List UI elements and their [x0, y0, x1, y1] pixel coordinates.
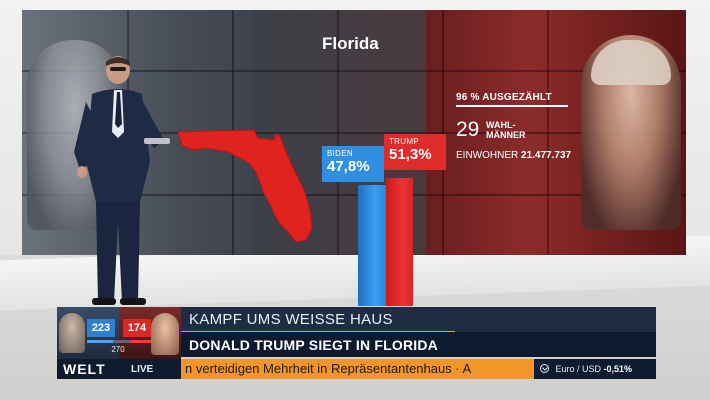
electors-label-line2: MÄNNER	[486, 130, 526, 140]
market-ticker: Euro / USD -0,51%	[534, 359, 656, 379]
florida-map-icon	[177, 129, 313, 243]
headline-banner: DONALD TRUMP SIEGT IN FLORIDA	[181, 332, 656, 357]
biden-electoral-votes: 223	[87, 319, 115, 337]
electors-label: WAHL- MÄNNER	[486, 120, 546, 140]
electoral-tally-panel: 223 174 270	[57, 307, 181, 359]
electoral-target: 270	[111, 345, 125, 354]
trump-electoral-votes: 174	[123, 319, 151, 337]
trump-percent: 51,3%	[389, 146, 432, 163]
population-row: EINWOHNER 21.477.737	[456, 150, 571, 161]
trend-down-icon	[540, 364, 549, 373]
wall-seam	[442, 10, 444, 255]
live-badge: LIVE	[123, 359, 181, 379]
electoral-progress-bar	[87, 340, 151, 343]
count-label: 96 % AUSGEZÄHLT	[456, 92, 552, 103]
population-value: 21.477.737	[521, 150, 572, 161]
market-value: -0,51%	[603, 364, 633, 374]
wall-seam	[22, 70, 686, 72]
biden-percent: 47,8%	[327, 158, 370, 175]
biden-progress	[87, 340, 113, 343]
count-underline	[456, 105, 568, 107]
state-title: Florida	[322, 34, 379, 53]
trump-thumbnail	[151, 313, 179, 355]
trump-name: TRUMP	[389, 137, 419, 146]
news-ticker: n verteidigen Mehrheit in Repräsentanten…	[181, 359, 534, 379]
wall-seam	[22, 132, 686, 134]
biden-thumbnail	[59, 313, 85, 353]
trump-bar	[386, 178, 413, 306]
population-label: EINWOHNER	[456, 150, 519, 161]
topic-accent-line	[181, 331, 455, 332]
channel-logo: WELT	[57, 359, 123, 379]
market-label: Euro / USD	[555, 364, 602, 374]
electors-label-line1: WAHL-	[486, 120, 516, 130]
wall-seam	[547, 10, 549, 255]
trump-progress	[131, 340, 151, 343]
biden-bar	[358, 185, 386, 306]
electors-number: 29	[456, 118, 480, 141]
topic-banner: KAMPF UMS WEISSE HAUS	[181, 307, 656, 332]
biden-result-box: BIDEN 47,8%	[322, 146, 384, 182]
trump-result-box: TRUMP 51,3%	[384, 134, 446, 170]
trump-portrait	[581, 35, 681, 230]
presenter-figure	[74, 56, 170, 305]
wall-seam	[337, 10, 339, 255]
wall-seam	[22, 194, 686, 196]
biden-name: BIDEN	[327, 149, 353, 158]
